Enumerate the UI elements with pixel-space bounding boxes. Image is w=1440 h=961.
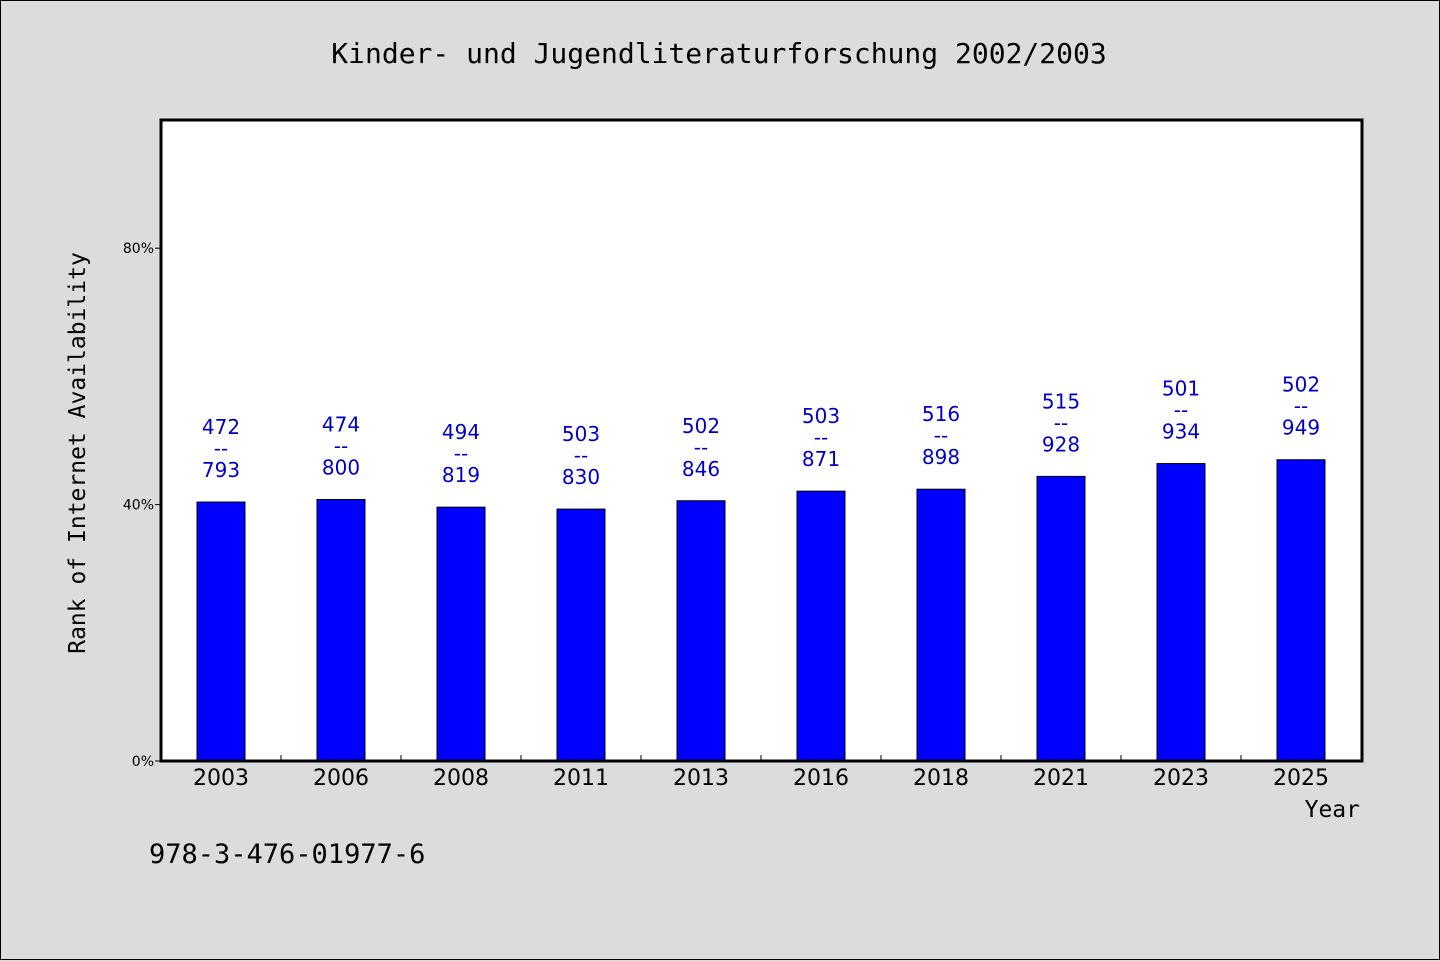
plot-border (159, 118, 1364, 763)
isbn-footnote: 978-3-476-01977-6 (149, 839, 425, 870)
bar-data-label: 846 (682, 457, 720, 481)
x-tick-label: 2023 (1153, 766, 1209, 791)
bar (796, 490, 846, 762)
bar-data-label: 472 (202, 415, 240, 439)
bar (1276, 459, 1326, 762)
bar-data-label: -- (214, 437, 228, 461)
bar (436, 506, 486, 762)
x-tick-label: 2025 (1273, 766, 1329, 791)
x-tick-label: 2008 (433, 766, 489, 791)
bar-data-label: 928 (1042, 432, 1080, 456)
bar-data-label: 793 (202, 458, 240, 482)
bar-labels-layer: 472--793474--800494--819503--830502--846… (202, 373, 1320, 489)
x-axis: 2003 2006 2008 2011 2013 2016 2018 2021 2023 2025 (193, 755, 1329, 791)
x-tick-label: 2021 (1033, 766, 1089, 791)
bar-data-label: 494 (442, 420, 480, 444)
x-tick-label: 2006 (313, 766, 369, 791)
bar-data-label: -- (1294, 394, 1308, 418)
x-tick-label: 2016 (793, 766, 849, 791)
bar-data-label: 871 (802, 447, 840, 471)
x-tick-label: 2013 (673, 766, 729, 791)
bar-data-label: 502 (682, 414, 720, 438)
bar-data-label: -- (934, 424, 948, 448)
bar (1156, 463, 1206, 762)
bar-data-label: 474 (322, 412, 360, 436)
bar-data-label: -- (574, 444, 588, 468)
bar-data-label: -- (1174, 398, 1188, 422)
bar-data-label: 949 (1282, 416, 1320, 440)
bar (1036, 475, 1086, 762)
bar (316, 498, 366, 762)
bars-layer (196, 459, 1326, 762)
x-axis-title: Year (1305, 797, 1360, 823)
y-axis-title: Rank of Internet Availability (65, 252, 91, 654)
bar-data-label: 516 (922, 402, 960, 426)
bar-data-label: 800 (322, 455, 360, 479)
y-axis: 0% 40% 80% (123, 241, 161, 770)
y-tick-label: 40% (123, 498, 154, 514)
chart-title: Kinder- und Jugendliteraturforschung 200… (331, 37, 1106, 70)
bar-data-label: 503 (802, 404, 840, 428)
y-tick-label: 80% (123, 241, 154, 257)
bar-data-label: -- (1054, 411, 1068, 435)
bar-data-label: 819 (442, 463, 480, 487)
bar-data-label: 515 (1042, 389, 1080, 413)
bar (196, 501, 246, 762)
bar-data-label: -- (814, 426, 828, 450)
bar-data-label: -- (454, 442, 468, 466)
x-tick-label: 2011 (553, 766, 609, 791)
bar-data-label: 502 (1282, 373, 1320, 397)
bar-data-label: 934 (1162, 420, 1200, 444)
bar-data-label: -- (694, 435, 708, 459)
bar-data-label: 501 (1162, 377, 1200, 401)
bar (676, 500, 726, 762)
bar-data-label: 830 (562, 465, 600, 489)
x-tick-label: 2003 (193, 766, 249, 791)
bar-data-label: -- (334, 434, 348, 458)
y-tick-label: 0% (132, 754, 154, 770)
bar-data-label: 503 (562, 422, 600, 446)
x-tick-label: 2018 (913, 766, 969, 791)
bar (916, 488, 966, 762)
bar-data-label: 898 (922, 445, 960, 469)
bar (556, 508, 606, 762)
